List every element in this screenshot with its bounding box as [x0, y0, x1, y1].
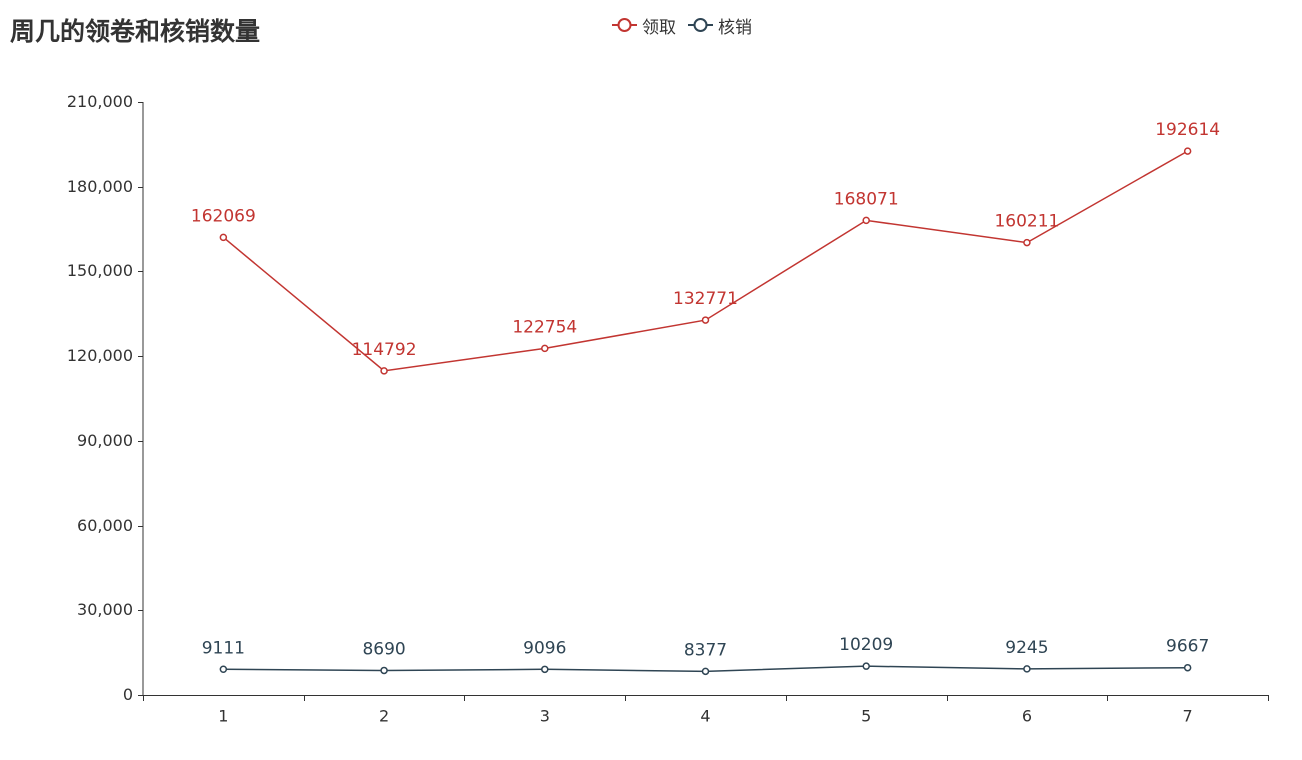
data-point[interactable] — [701, 316, 710, 324]
data-point[interactable] — [380, 666, 388, 675]
data-point[interactable] — [380, 367, 388, 375]
data-label: 160211 — [994, 212, 1059, 232]
data-label: 10209 — [839, 635, 893, 655]
legend-label-series-1: 核销 — [718, 17, 752, 38]
data-label: 168071 — [834, 189, 899, 209]
data-point[interactable] — [1023, 238, 1031, 247]
data-point[interactable] — [219, 665, 228, 674]
y-tick-label: 30,000 — [77, 600, 133, 619]
data-label: 9667 — [1166, 637, 1209, 657]
data-point[interactable] — [219, 233, 228, 242]
chart-title: 周几的领卷和核销数量 — [10, 17, 261, 46]
y-tick-label: 180,000 — [67, 177, 133, 196]
data-label: 192614 — [1155, 120, 1220, 140]
data-label: 8377 — [684, 640, 727, 660]
x-tick-label: 1 — [218, 707, 228, 726]
data-point[interactable] — [862, 662, 870, 670]
data-point[interactable] — [1023, 665, 1031, 673]
x-axis: 1 2 3 4 5 6 7 — [143, 695, 1269, 726]
y-tick-label: 0 — [123, 685, 133, 704]
data-label: 162069 — [191, 206, 256, 226]
legend: 领取 核销 — [612, 13, 764, 38]
series-1: 9111 8690 9096 8377 10209 9245 9667 — [202, 635, 1209, 676]
data-point[interactable] — [701, 667, 710, 676]
y-tick-label: 120,000 — [67, 346, 133, 365]
series-layer: 162069 114792 122754 132771 168071 160211 1926… — [191, 120, 1220, 676]
data-label: 122754 — [512, 317, 577, 337]
x-tick-label: 7 — [1183, 707, 1193, 726]
x-tick-label: 4 — [700, 707, 710, 726]
x-tick-label: 5 — [861, 707, 871, 726]
data-label: 9111 — [202, 638, 245, 658]
data-point[interactable] — [541, 344, 549, 353]
series-line — [222, 150, 1189, 372]
data-point[interactable] — [862, 216, 870, 225]
data-label: 114792 — [352, 340, 417, 360]
y-axis: 0 30,000 60,000 90,000 120,000 150,000 180,000… — [67, 92, 144, 704]
data-point[interactable] — [541, 665, 549, 674]
x-tick-label: 2 — [379, 707, 389, 726]
y-tick-label: 150,000 — [67, 261, 133, 280]
x-tick-label: 6 — [1022, 707, 1032, 726]
legend-line-circle-icon — [612, 18, 637, 32]
x-tick-label: 3 — [540, 707, 550, 726]
legend-line-circle-icon — [688, 18, 713, 32]
series-0: 162069 114792 122754 132771 168071 160211 1926… — [191, 120, 1220, 375]
y-tick-label: 90,000 — [77, 431, 133, 450]
legend-item-series-1[interactable]: 核销 — [688, 13, 752, 38]
legend-label-series-0: 领取 — [642, 17, 676, 38]
y-tick-label: 210,000 — [67, 92, 133, 111]
data-point[interactable] — [1183, 147, 1192, 155]
legend-item-series-0[interactable]: 领取 — [612, 13, 676, 38]
data-label: 9245 — [1005, 638, 1048, 658]
y-tick-label: 60,000 — [77, 516, 133, 535]
data-label: 8690 — [362, 639, 405, 659]
data-point[interactable] — [1183, 663, 1192, 672]
data-label: 132771 — [673, 289, 738, 309]
data-label: 9096 — [523, 638, 566, 658]
